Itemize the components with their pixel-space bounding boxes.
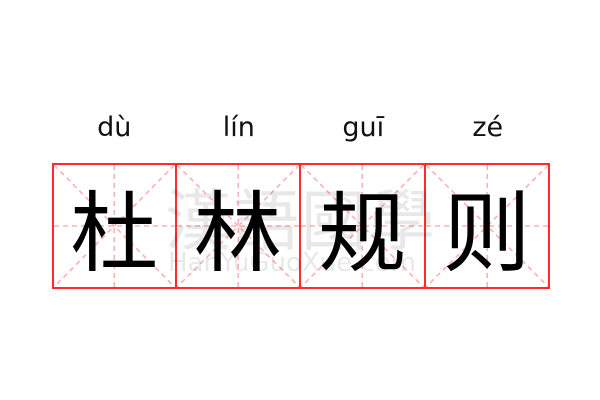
- character-cell: 规: [301, 163, 426, 289]
- guide-line: [54, 165, 175, 287]
- pinyin: guī: [342, 112, 385, 143]
- guide-lines: [426, 165, 549, 287]
- character-cell: 林: [176, 163, 301, 289]
- guide-line: [177, 165, 300, 287]
- character: 林: [193, 181, 282, 285]
- character: 则: [442, 181, 531, 285]
- pinyin: dù: [97, 112, 132, 143]
- character: 规: [318, 181, 407, 285]
- character-cell: 则: [425, 163, 550, 289]
- guide-line: [426, 165, 549, 287]
- character: 杜: [70, 181, 159, 285]
- character-cell: 杜: [52, 163, 177, 289]
- guide-lines: [301, 165, 424, 287]
- guide-line: [301, 165, 424, 287]
- pinyin-row: dù lín guī zé: [52, 108, 550, 148]
- guide-line: [177, 165, 300, 287]
- character-grid: 杜 林 规 则: [52, 163, 550, 289]
- guide-line: [426, 165, 549, 287]
- guide-line: [301, 165, 424, 287]
- pinyin: zé: [472, 112, 504, 143]
- guide-lines: [177, 165, 300, 287]
- guide-lines: [54, 165, 175, 287]
- pinyin: lín: [222, 112, 255, 143]
